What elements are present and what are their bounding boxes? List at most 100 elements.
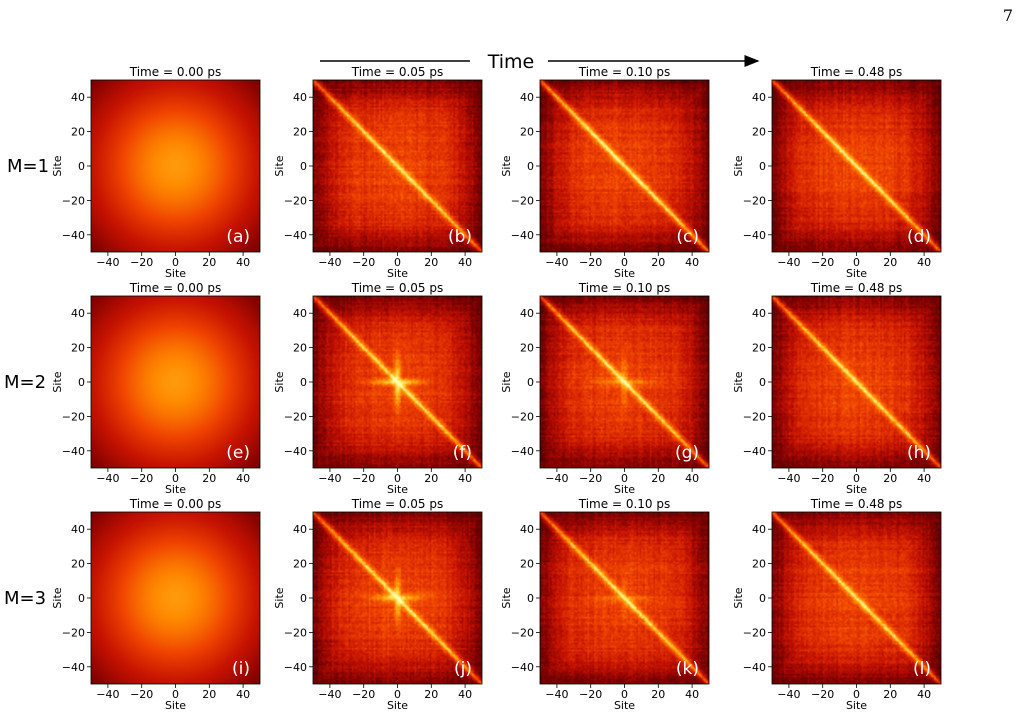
x-tick-label: −20 [352,688,375,701]
y-tick-label: 20 [293,126,307,139]
x-tick-label: 40 [685,256,699,269]
x-tick-label: −20 [130,472,153,485]
x-tick-label: 20 [883,256,897,269]
y-tick-label: 20 [71,126,85,139]
y-tick-label: 20 [520,558,534,571]
x-tick-label: −40 [318,688,341,701]
x-axis-label: Site [165,483,186,496]
x-axis-label: Site [846,267,867,280]
x-tick-label: 20 [883,472,897,485]
y-axis-label: Site [273,155,286,176]
y-tick-label: 20 [752,558,766,571]
y-axis-label: Site [500,371,513,392]
x-tick-label: 0 [853,688,860,701]
x-axis-label: Site [387,483,408,496]
heatmap-image [91,80,260,252]
panel-title: Time = 0.48 ps [810,497,902,511]
y-tick-label: −40 [62,661,85,674]
x-tick-label: 40 [236,688,250,701]
y-tick-label: 0 [759,592,766,605]
x-tick-label: 40 [458,256,472,269]
y-tick-label: −40 [743,229,766,242]
page-number: 7 [1002,6,1013,25]
x-tick-label: 40 [685,688,699,701]
heatmap-image [540,80,709,252]
x-tick-label: −40 [318,472,341,485]
x-tick-label: 20 [424,256,438,269]
x-tick-label: −20 [130,256,153,269]
y-tick-label: 0 [527,160,534,173]
row-label: M=3 [4,588,46,609]
heatmap-image [313,80,482,252]
y-axis-label: Site [51,155,64,176]
heatmap-image [772,80,941,252]
y-tick-label: 40 [71,307,85,320]
y-tick-label: 40 [752,523,766,536]
y-axis-label: Site [51,371,64,392]
x-tick-label: 20 [883,688,897,701]
x-tick-label: −40 [777,256,800,269]
x-tick-label: 20 [202,256,216,269]
panel-letter: (j) [454,659,472,679]
x-tick-label: −40 [96,688,119,701]
heatmap-panel-d: Time = 0.48 ps −40 −20 0 20 40 40 20 0 −20 −40 Site… [732,65,942,280]
x-tick-label: 20 [424,688,438,701]
x-tick-label: 0 [172,688,179,701]
x-tick-label: 40 [458,472,472,485]
y-tick-label: −20 [284,194,307,207]
x-tick-label: 20 [651,688,665,701]
x-tick-label: −20 [811,688,834,701]
panel-title: Time = 0.00 ps [129,281,221,295]
y-tick-label: 0 [527,592,534,605]
y-axis-label: Site [273,587,286,608]
x-tick-label: 0 [621,688,628,701]
y-tick-label: 20 [293,558,307,571]
x-tick-label: 20 [651,472,665,485]
y-tick-label: 0 [78,592,85,605]
panel-title: Time = 0.05 ps [351,65,443,79]
x-axis-label: Site [165,267,186,280]
y-tick-label: −40 [284,229,307,242]
row-labels-layer: M=1 M=2 M=3 [4,156,49,609]
row-label: M=2 [4,372,46,393]
panel-letter: (k) [676,659,699,679]
y-tick-label: 40 [520,91,534,104]
y-tick-label: 0 [759,376,766,389]
x-tick-label: −20 [352,256,375,269]
x-tick-label: 40 [917,688,931,701]
row-label: M=1 [7,156,49,177]
panel-title: Time = 0.00 ps [129,65,221,79]
panels-layer: Time = 0.00 ps −40 −20 0 20 40 40 20 0 −20 −40 Site… [51,65,942,712]
x-tick-label: −20 [811,256,834,269]
panel-title: Time = 0.05 ps [351,497,443,511]
y-tick-label: −40 [62,229,85,242]
y-tick-label: −20 [62,410,85,423]
y-tick-label: 20 [71,342,85,355]
panel-title: Time = 0.05 ps [351,281,443,295]
x-axis-label: Site [846,483,867,496]
y-tick-label: 0 [300,376,307,389]
panel-letter: (d) [907,227,931,247]
y-tick-label: −20 [743,626,766,639]
y-axis-label: Site [500,587,513,608]
y-tick-label: −40 [511,661,534,674]
x-tick-label: 0 [621,472,628,485]
panel-title: Time = 0.10 ps [578,281,670,295]
heatmap-image [772,512,941,684]
heatmap-panel-e: Time = 0.00 ps −40 −20 0 20 40 40 20 0 −20 −40 Site… [51,281,261,496]
x-tick-label: 0 [394,688,401,701]
y-tick-label: −40 [511,229,534,242]
x-tick-label: −40 [777,472,800,485]
x-tick-label: −40 [545,472,568,485]
time-banner: Time [487,51,535,73]
panel-title: Time = 0.10 ps [578,497,670,511]
y-axis-label: Site [500,155,513,176]
heatmap-panel-a: Time = 0.00 ps −40 −20 0 20 40 40 20 0 −20 −40 Site… [51,65,261,280]
heatmap-panel-i: Time = 0.00 ps −40 −20 0 20 40 40 20 0 −20 −40 Site… [51,497,261,712]
x-tick-label: 0 [853,472,860,485]
heatmap-panel-h: Time = 0.48 ps −40 −20 0 20 40 40 20 0 −20 −40 Site… [732,281,942,496]
y-tick-label: 20 [293,342,307,355]
heatmap-panel-b: Time = 0.05 ps −40 −20 0 20 40 40 20 0 −20 −40 Site… [273,65,483,280]
y-tick-label: 0 [300,592,307,605]
heatmap-image [540,296,709,468]
